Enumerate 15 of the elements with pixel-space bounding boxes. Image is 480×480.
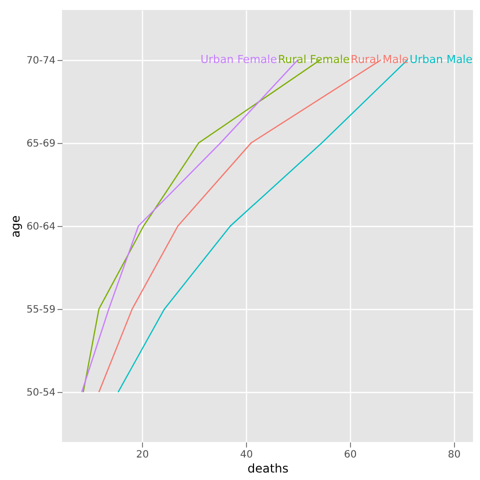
series-label: Rural Male [350, 52, 409, 66]
x-tick-label: 40 [240, 450, 253, 460]
series-label: Urban Female [200, 52, 278, 66]
y-tick-label: 70-74 [26, 55, 56, 66]
y-tick-label: 55-59 [26, 304, 56, 316]
x-tick-label: 80 [448, 450, 461, 460]
x-axis-title: deaths [248, 462, 288, 476]
x-tick-label: 60 [344, 450, 357, 460]
y-axis-title: age [8, 215, 22, 238]
series-label: Urban Male [410, 52, 473, 66]
series-label: Rural Female [278, 52, 350, 66]
y-tick-label: 60-64 [26, 222, 56, 232]
y-tick-label: 65-69 [26, 138, 56, 150]
x-tick-label: 20 [136, 450, 149, 460]
y-tick-label: 50-54 [26, 388, 56, 399]
